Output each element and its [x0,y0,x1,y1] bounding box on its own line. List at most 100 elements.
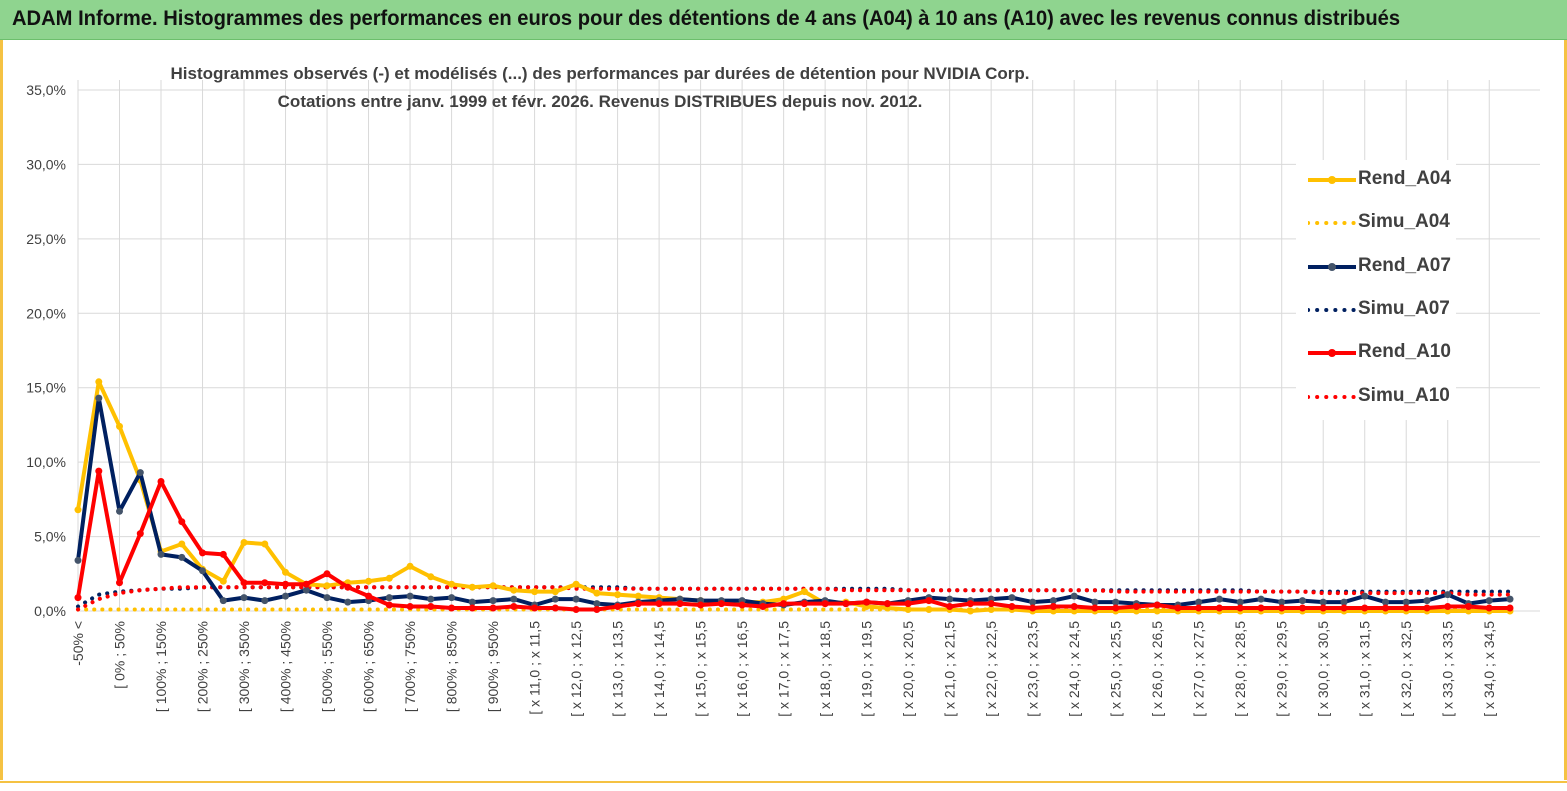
data-point-rend-a07 [1382,598,1389,606]
x-tick-label: [ x 13,0 ; x 13,5 [610,621,626,717]
series-line-rend-a04 [76,379,1510,613]
x-tick-label: [ x 19,0 ; x 19,5 [859,621,875,717]
data-point-rend-a04 [427,573,435,581]
data-point-rend-a04 [178,540,186,548]
data-point-rend-a07 [1070,592,1078,600]
data-point-rend-a10 [344,583,352,591]
data-point-rend-a10 [365,592,373,600]
data-point-rend-a10 [759,603,767,610]
data-point-rend-a07 [261,597,269,605]
report-header: ADAM Informe. Histogrammes des performan… [0,0,1567,40]
report-title: ADAM Informe. Histogrammes des performan… [12,7,1401,30]
data-point-rend-a10 [572,606,580,613]
data-point-rend-a10 [842,600,850,608]
data-point-rend-a07 [1091,598,1099,606]
x-tick-label: [ 900% ; 950% [485,621,501,712]
data-point-rend-a04 [261,540,269,548]
data-point-rend-a04 [987,606,995,613]
x-tick-label: [ x 14,0 ; x 14,5 [651,621,667,717]
frame-bottom-border [0,781,1567,783]
data-point-rend-a10 [676,600,684,608]
legend-item-simu-a10: Simu_A10 [1296,385,1456,409]
data-point-rend-a10 [593,606,601,613]
data-point-rend-a10 [551,604,559,612]
data-point-rend-a07 [157,550,165,558]
histogram-chart: 0,0% 5,0% 10,0% 15,0% 20,0% 25,0% 30,0% 35,0% -… [26,80,1540,717]
data-point-rend-a10 [489,604,497,612]
data-point-rend-a07 [219,597,227,605]
data-point-rend-a10 [717,600,725,608]
x-tick-label: [ x 28,0 ; x 28,5 [1232,621,1248,717]
legend-item-simu-a07: Simu_A07 [1296,298,1456,322]
data-point-rend-a10 [697,601,705,609]
data-point-rend-a07 [1278,598,1286,606]
data-point-rend-a04 [323,582,331,590]
x-tick-label: [ x 23,0 ; x 23,5 [1025,621,1041,717]
x-tick-label: [ x 15,0 ; x 15,5 [693,621,709,717]
data-point-rend-a07 [116,507,123,515]
data-point-rend-a04 [593,589,601,597]
legend-label-rend-a07: Rend_A07 [1358,255,1451,276]
x-tick-label: [ 200% ; 250% [195,621,211,712]
data-point-rend-a07 [1236,598,1244,606]
x-tick-label: -50% < [70,621,86,666]
data-point-rend-a10 [199,549,206,557]
data-point-rend-a10 [323,570,331,578]
data-point-rend-a04 [510,586,518,594]
gridlines [77,80,1540,612]
frame-right-border [1564,40,1567,780]
data-point-rend-a07 [1506,595,1514,603]
data-point-rend-a10 [468,604,476,612]
x-tick-label: [ 700% ; 750% [402,621,418,712]
y-tick-label: 15,0% [26,380,66,396]
data-point-rend-a07 [282,592,289,600]
data-point-rend-a10 [448,604,456,612]
chart-title: Histogrammes observés (-) et modélisés (… [170,64,1030,83]
legend-label-simu-a07: Simu_A07 [1358,298,1450,319]
data-point-rend-a07 [551,595,559,603]
data-point-rend-a07 [1049,597,1057,605]
x-tick-label: [ x 17,0 ; x 17,5 [776,621,792,717]
data-point-rend-a10 [1236,604,1244,612]
data-point-rend-a07 [1319,598,1327,606]
data-point-rend-a04 [531,588,539,596]
data-point-rend-a07 [344,598,352,606]
data-point-rend-a10 [1361,604,1369,612]
data-point-rend-a04 [468,583,476,591]
data-point-rend-a10 [427,603,435,610]
data-point-rend-a04 [614,591,622,599]
legend-swatch-rend-a07 [1308,263,1356,271]
data-point-rend-a10 [1049,603,1057,610]
data-point-rend-a10 [1465,603,1472,610]
data-point-rend-a10 [178,518,186,526]
data-point-rend-a10 [1423,604,1431,612]
data-point-rend-a07 [385,594,393,602]
data-point-rend-a10 [925,597,933,605]
data-point-rend-a10 [240,579,248,587]
chart-legend: Rend_A04 Simu_A04 Rend_A07 Simu_A07 Rend… [1296,160,1456,420]
data-point-rend-a10 [1174,604,1182,612]
data-point-rend-a07 [199,567,206,575]
data-point-rend-a10 [1091,604,1099,612]
data-point-rend-a04 [572,580,580,588]
x-tick-label: [ x 16,0 ; x 16,5 [734,621,750,717]
data-point-rend-a10 [302,580,310,588]
data-point-rend-a10 [1485,604,1493,612]
data-point-rend-a07 [510,595,518,603]
data-point-rend-a07 [1112,598,1120,606]
data-point-rend-a10 [821,600,829,608]
data-point-rend-a07 [1029,598,1037,606]
data-point-rend-a04 [489,582,497,590]
y-tick-label: 5,0% [34,529,66,545]
data-point-rend-a10 [261,579,269,587]
legend-label-rend-a04: Rend_A04 [1358,168,1451,189]
data-point-rend-a07 [1299,597,1306,605]
data-point-rend-a10 [1112,604,1120,612]
data-point-rend-a04 [1153,607,1161,615]
data-point-rend-a10 [1278,604,1286,612]
data-point-rend-a10 [1382,604,1389,612]
x-tick-label: [ x 22,0 ; x 22,5 [983,621,999,717]
x-tick-label: [ x 12,0 ; x 12,5 [568,621,584,717]
x-tick-label: [ 300% ; 350% [236,621,252,712]
y-tick-label: 30,0% [26,156,66,172]
